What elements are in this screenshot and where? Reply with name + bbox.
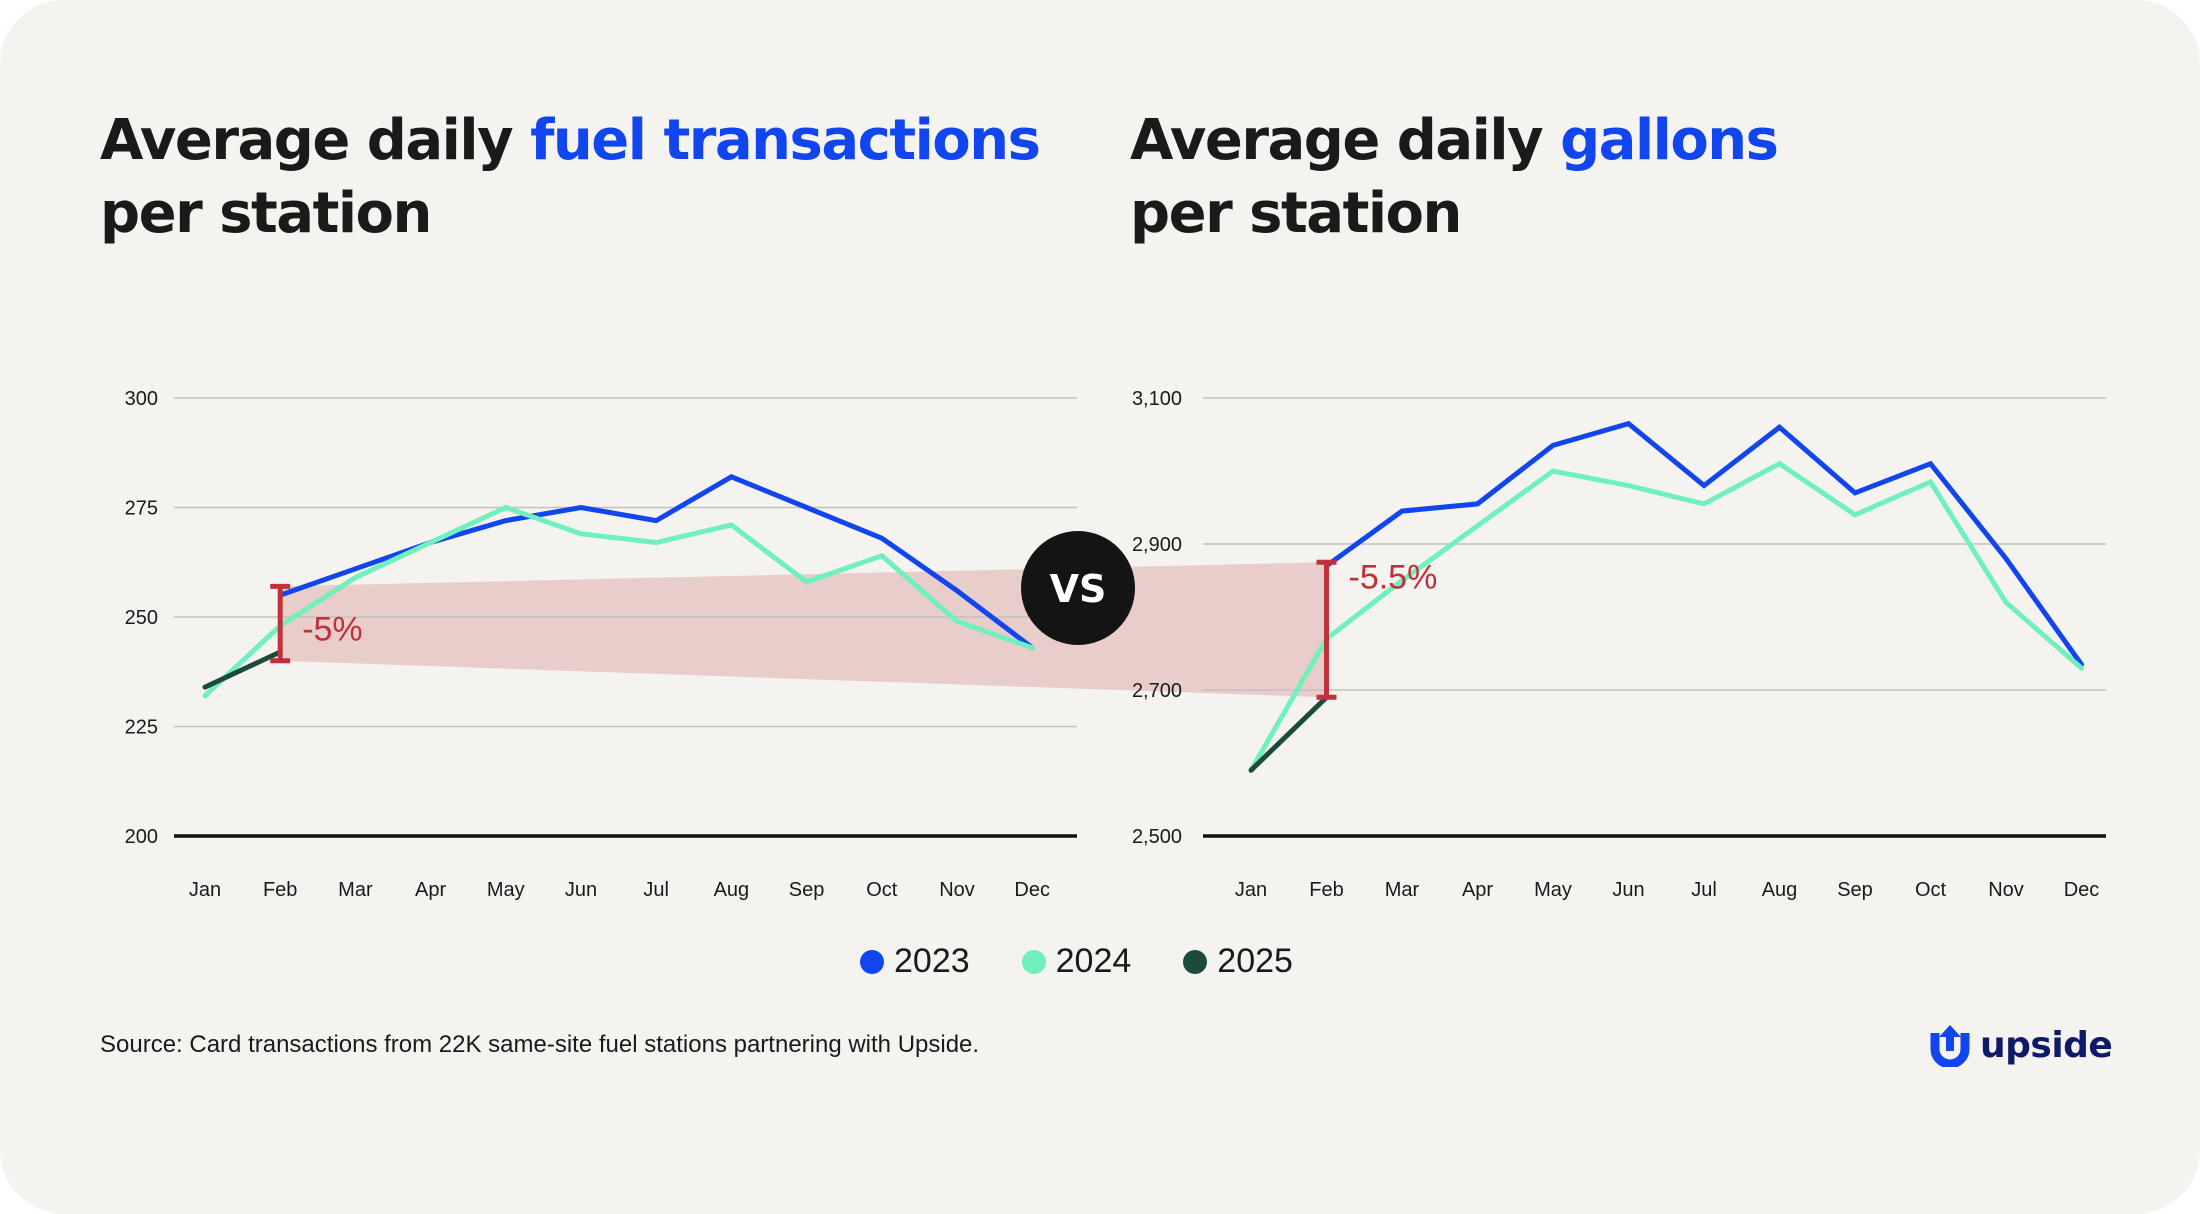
x-tick-label: Oct: [1915, 879, 1947, 901]
y-tick-label: 2,500: [1132, 826, 1182, 848]
brand-logo[interactable]: upside: [1930, 1023, 2113, 1067]
x-tick-label: Jun: [1612, 879, 1644, 901]
left-chart-title: Average daily fuel transactions per stat…: [100, 104, 1041, 250]
x-tick-label: Nov: [939, 879, 975, 901]
vs-badge: VS: [1021, 531, 1135, 645]
left-title-prefix: Average daily: [100, 108, 531, 173]
source-note: Source: Card transactions from 22K same-…: [100, 1031, 980, 1058]
series-line-2023: [1324, 420, 2084, 667]
callout-label: -5%: [302, 610, 362, 648]
legend-label-2025: 2025: [1217, 942, 1293, 980]
y-tick-label: 300: [125, 388, 158, 410]
x-tick-label: Feb: [263, 879, 297, 901]
y-tick-label: 2,900: [1132, 534, 1182, 556]
x-tick-label: Sep: [1837, 879, 1873, 901]
gallons-chart: 2,500 2,700 2,900 3,100 Jan Feb Mar Apr May Jun Ju…: [1132, 388, 2106, 901]
legend-label-2024: 2024: [1055, 942, 1132, 980]
x-tick-label: Apr: [415, 879, 446, 901]
x-tick-label: Mar: [338, 879, 373, 901]
x-tick-label: Aug: [1762, 879, 1798, 901]
legend-item-2024: 2024: [1021, 942, 1132, 981]
left-title-suffix: per station: [100, 181, 432, 246]
legend-swatch-2023: [860, 949, 884, 974]
left-title-highlight: fuel transactions: [530, 108, 1041, 173]
x-tick-label: May: [1534, 879, 1572, 901]
vs-circle: [1021, 531, 1135, 645]
y-tick-label: 2,700: [1132, 680, 1182, 702]
series-line-2025: [1248, 694, 1329, 773]
x-tick-label: Jun: [565, 879, 597, 901]
right-title-highlight: gallons: [1560, 108, 1779, 173]
y-tick-label: 275: [125, 498, 158, 520]
y-tick-label: 3,100: [1132, 388, 1182, 410]
x-tick-label: Nov: [1988, 879, 2024, 901]
vs-label: VS: [1050, 567, 1107, 611]
legend-swatch-2025: [1183, 949, 1208, 974]
x-tick-label: Oct: [866, 879, 898, 901]
right-chart-title: Average daily gallons per station: [1130, 104, 1779, 250]
x-tick-label: Jan: [189, 879, 221, 901]
y-tick-label: 200: [125, 826, 158, 848]
x-tick-label: Dec: [1014, 879, 1050, 901]
brand-name: upside: [1980, 1024, 2113, 1066]
y-tick-label: 225: [125, 717, 158, 739]
legend-item-2023: 2023: [860, 942, 970, 981]
y-tick-label: 250: [125, 607, 158, 629]
upside-logo-icon: [1930, 1025, 1970, 1067]
x-tick-label: Feb: [1309, 879, 1343, 901]
right-title-suffix: per station: [1130, 181, 1462, 246]
x-tick-label: May: [487, 879, 525, 901]
x-tick-label: Jan: [1235, 879, 1267, 901]
callout-label: -5.5%: [1349, 558, 1438, 596]
right-title-prefix: Average daily: [1130, 108, 1561, 173]
legend-label-2023: 2023: [894, 942, 970, 980]
series-line-2024: [1248, 460, 2084, 773]
series-line-2023: [277, 474, 1035, 651]
x-tick-label: Mar: [1385, 879, 1420, 901]
legend: 2023 2024 2025: [860, 942, 1293, 981]
legend-swatch-2024: [1021, 949, 1046, 974]
x-tick-label: Dec: [2064, 879, 2100, 901]
x-tick-label: Jul: [643, 879, 669, 901]
x-tick-label: Apr: [1462, 879, 1493, 901]
x-tick-label: Sep: [789, 879, 825, 901]
x-tick-label: Aug: [714, 879, 750, 901]
series-line-2024: [202, 504, 1035, 699]
x-tick-label: Jul: [1691, 879, 1717, 901]
legend-item-2025: 2025: [1183, 942, 1293, 981]
fuel-transactions-chart: 200 225 250 275 300 Jan Feb Mar Apr May Jun Jul Aug S…: [125, 388, 1077, 901]
series-line-2025: [202, 649, 283, 690]
